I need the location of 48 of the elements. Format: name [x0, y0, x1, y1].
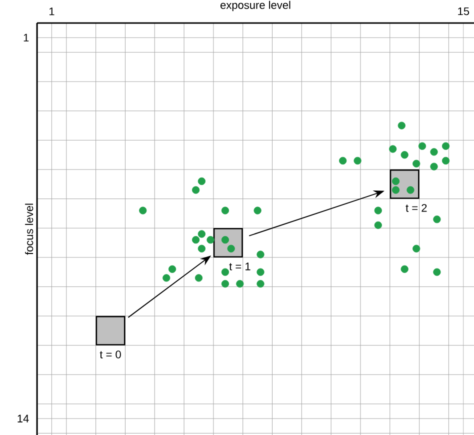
- point: [374, 206, 382, 214]
- point: [221, 236, 230, 244]
- annotation: t = 0: [100, 350, 121, 358]
- annotation: t = 2: [406, 204, 427, 212]
- point: [192, 186, 200, 194]
- point: [433, 268, 441, 276]
- y-tick-label: 14: [18, 414, 29, 422]
- point: [221, 268, 230, 276]
- point: [227, 244, 235, 252]
- point: [442, 142, 450, 150]
- point: [194, 274, 203, 282]
- point: [433, 216, 441, 224]
- point: [339, 156, 347, 165]
- point: [198, 244, 206, 252]
- point: [442, 156, 450, 165]
- point: [221, 280, 230, 288]
- x-axis-title: exposure level: [220, 0, 290, 12]
- point: [139, 206, 147, 214]
- point: [374, 221, 382, 229]
- x-tick-label: 15: [458, 7, 470, 16]
- point: [236, 280, 244, 288]
- point: [168, 265, 176, 273]
- point: [418, 142, 426, 150]
- point: [254, 206, 262, 214]
- point: [256, 250, 264, 258]
- annotation: t = 1: [229, 262, 250, 270]
- point: [389, 145, 397, 153]
- point: [398, 122, 406, 130]
- point: [412, 244, 420, 252]
- point: [256, 280, 264, 288]
- point: [96, 316, 126, 346]
- point: [198, 177, 206, 186]
- point: [412, 160, 420, 168]
- point: [221, 206, 230, 214]
- point: [192, 236, 200, 244]
- point: [392, 186, 400, 194]
- point: [354, 156, 362, 165]
- point: [430, 162, 438, 170]
- point: [400, 265, 408, 273]
- y-axis-title: focus level: [25, 204, 34, 255]
- point: [162, 274, 170, 282]
- point: [206, 236, 214, 244]
- point: [430, 148, 438, 156]
- point: [400, 151, 408, 159]
- point: [392, 177, 400, 186]
- point: [256, 268, 264, 276]
- point: [406, 186, 414, 194]
- point: [198, 230, 206, 238]
